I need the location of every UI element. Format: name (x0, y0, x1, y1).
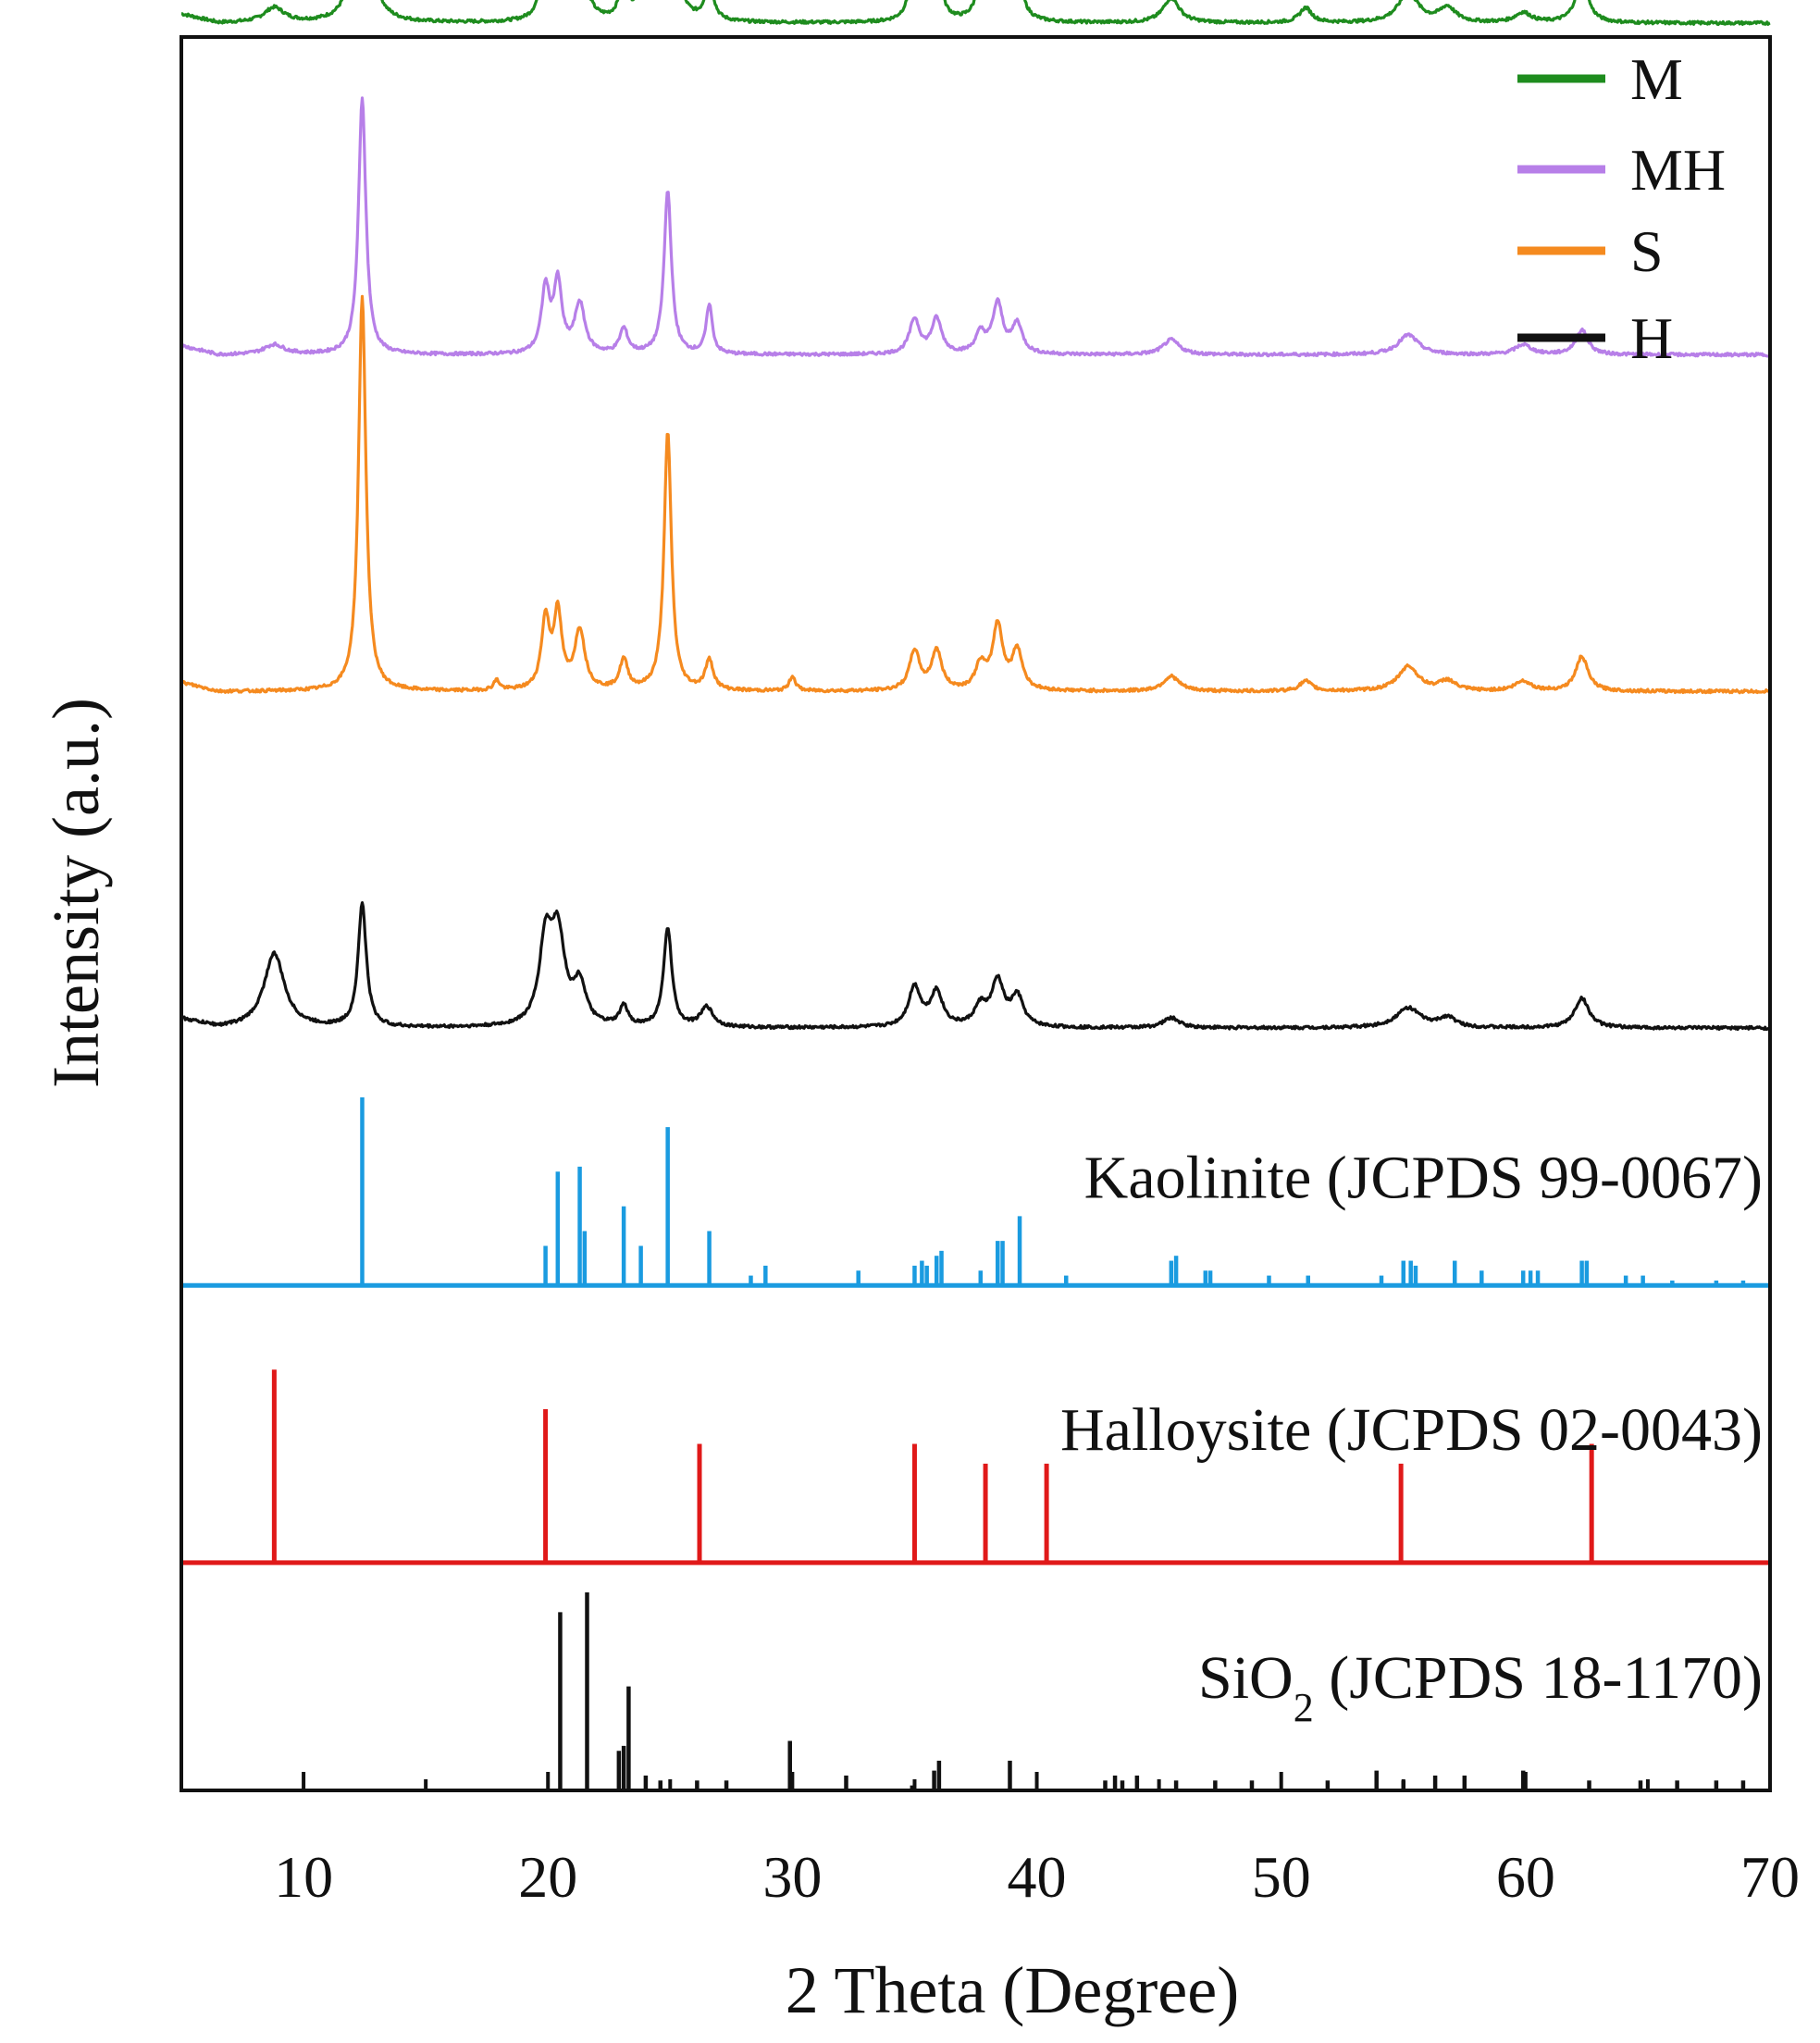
x-axis-label: 2 Theta (Degree) (786, 1953, 1239, 2027)
reference-pattern-kaolinite (181, 1097, 1770, 1288)
x-tick-label: 50 (1252, 1844, 1311, 1910)
x-tick-label: 70 (1740, 1844, 1800, 1910)
reference-layer: Kaolinite (JCPDS 99-0067) Halloysite (JCP… (181, 1097, 1770, 1790)
legend-label-s: S (1630, 218, 1664, 284)
x-tick-label: 40 (1008, 1844, 1067, 1910)
legend: M MH SH (1517, 46, 1726, 371)
reference-label-sio2: SiO2 (JCPDS 18-1170) (1198, 1644, 1763, 1730)
reference-label-halloysite: Halloysite (JCPDS 02-0043) (1060, 1396, 1763, 1464)
series-layer (180, 0, 1772, 1032)
x-tick-label: 20 (518, 1844, 577, 1910)
series-line-mh (180, 96, 1772, 358)
legend-label-m: M (1630, 46, 1683, 112)
series-line-m (180, 0, 1771, 26)
series-line-s (180, 294, 1772, 695)
reference-label-kaolinite: Kaolinite (JCPDS 99-0067) (1084, 1144, 1763, 1211)
x-tick-label: 30 (762, 1844, 822, 1910)
reference-pattern-sio2 (558, 1592, 1746, 1790)
x-tick-label: 60 (1496, 1844, 1555, 1910)
y-axis-label: Intensity (a.u.) (39, 698, 113, 1088)
x-tick-label: 10 (274, 1844, 333, 1910)
series-line-h (180, 901, 1772, 1032)
legend-label-mh: MH (1630, 137, 1726, 203)
plot-frame (180, 35, 1772, 1792)
axis-layer: 10 20 30 40 50 60 70 (180, 35, 1800, 1910)
reference-pattern-halloysite (181, 1369, 1770, 1566)
legend-label-h: H (1630, 305, 1673, 371)
